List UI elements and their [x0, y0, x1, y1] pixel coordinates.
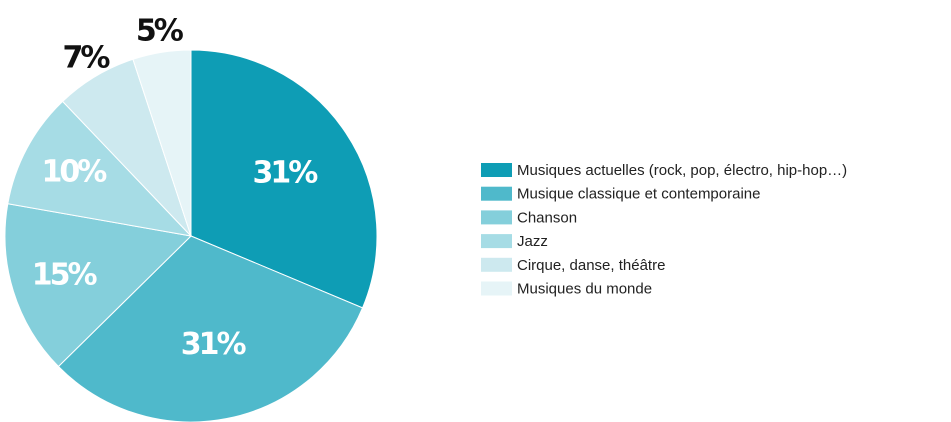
pie-slice — [4, 203, 193, 368]
slice-label: 31% — [181, 327, 247, 362]
pie-slice — [132, 49, 192, 237]
slice-label: 10% — [42, 154, 108, 189]
slice-label: 5% — [136, 14, 184, 49]
legend-label: Musiques du monde — [517, 280, 652, 297]
legend-label: Jazz — [517, 233, 548, 250]
legend-swatch — [481, 234, 512, 249]
slice-label: 31% — [253, 156, 319, 191]
legend-swatch — [481, 163, 512, 177]
legend-label: Cirque, danse, théâtre — [517, 257, 665, 274]
legend-swatch — [481, 210, 512, 225]
slice-label: 7% — [62, 40, 110, 75]
legend-swatch — [481, 186, 512, 201]
legend-label: Musique classique et contemporaine — [517, 186, 760, 203]
pie-slice — [7, 100, 193, 237]
pie-slice — [190, 49, 378, 309]
legend-swatch — [481, 281, 512, 296]
legend-swatch — [481, 257, 512, 272]
legend-label: Chanson — [517, 209, 577, 226]
slice-label: 15% — [32, 257, 98, 292]
pie-slice — [57, 235, 364, 422]
legend-label: Musiques actuelles (rock, pop, électro, … — [517, 162, 847, 179]
